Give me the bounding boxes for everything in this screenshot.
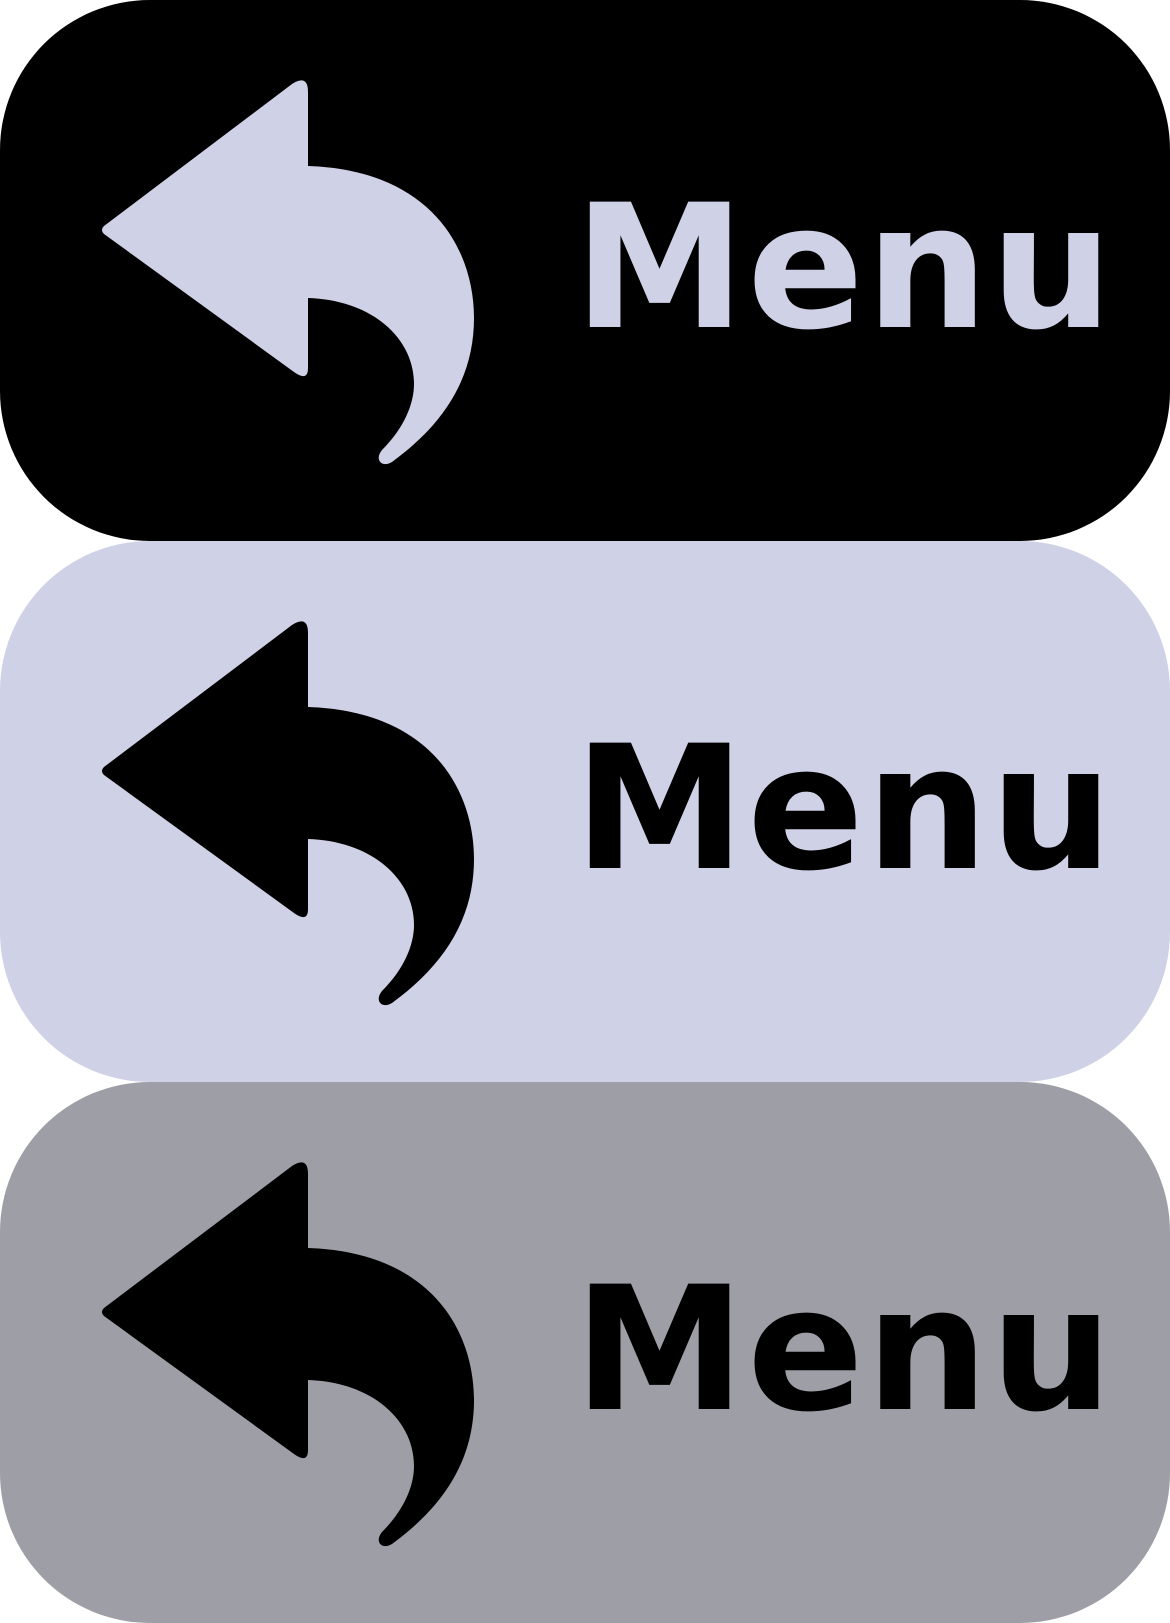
menu-button-pressed[interactable]: Menu (0, 1082, 1170, 1623)
back-arrow-icon (102, 78, 488, 468)
menu-button-hover[interactable]: Menu (0, 541, 1170, 1082)
back-arrow-icon (102, 1160, 488, 1550)
menu-button-label: Menu (574, 708, 1115, 909)
back-arrow-icon (102, 619, 488, 1009)
menu-button-label: Menu (574, 167, 1115, 368)
menu-button-normal[interactable]: Menu (0, 0, 1170, 541)
menu-button-label: Menu (574, 1249, 1115, 1450)
